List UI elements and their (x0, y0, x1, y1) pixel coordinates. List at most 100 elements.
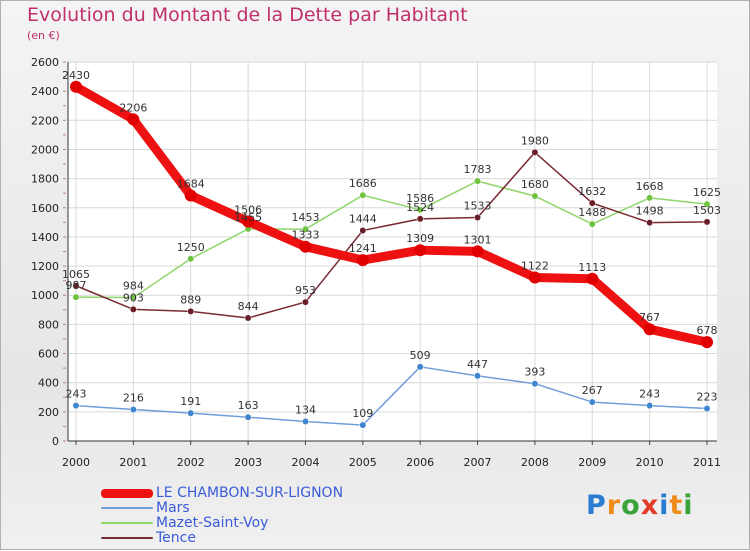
axes: 0 200 400 600 800 1000 1200 1400 1600 1800 2000 220… (31, 56, 721, 469)
data-point (646, 194, 654, 202)
data-point (531, 148, 539, 156)
data-label: 267 (582, 384, 603, 397)
data-label: 1455 (234, 211, 262, 224)
data-label: 1524 (406, 201, 434, 214)
legend-label: LE CHAMBON-SUR-LIGNON (156, 485, 344, 501)
x-tick-label: 2009 (578, 456, 606, 469)
data-point (184, 189, 197, 202)
data-point (414, 244, 427, 257)
data-label: 844 (238, 300, 259, 313)
data-label: 1113 (578, 261, 606, 274)
data-point (70, 80, 82, 93)
data-label: 1309 (406, 232, 434, 245)
data-label: 1488 (578, 206, 606, 219)
data-point (701, 336, 713, 349)
series-line (71, 82, 712, 347)
data-point (643, 323, 656, 336)
chart-unit-label: (en €) (27, 29, 60, 42)
data-point (474, 372, 481, 380)
legend-swatch (101, 522, 153, 524)
data-point (646, 219, 654, 227)
x-tick-label: 2006 (406, 456, 434, 469)
data-label: 984 (123, 280, 144, 293)
legend-swatch (101, 537, 153, 539)
data-label: 1065 (62, 268, 90, 281)
data-point (703, 405, 711, 412)
data-label: 1684 (177, 178, 205, 191)
data-point (588, 398, 596, 406)
data-label: 903 (123, 291, 144, 304)
data-point (299, 240, 312, 253)
data-point (588, 199, 596, 207)
data-label: 1680 (521, 178, 549, 191)
data-point (703, 218, 711, 226)
legend-swatch (101, 489, 153, 498)
data-label: 953 (295, 284, 316, 297)
x-tick-label: 2010 (636, 456, 664, 469)
data-point (242, 215, 255, 228)
x-tick-label: 2005 (349, 456, 377, 469)
data-point (416, 215, 424, 223)
data-point (72, 282, 80, 290)
data-point (302, 418, 309, 425)
value-labels: 2430 2206 1684 1506 1333 1241 1309 1301 1122 1113… (62, 69, 721, 420)
data-point (129, 294, 137, 302)
x-tick-label: 2003 (234, 456, 262, 469)
data-label: 678 (697, 324, 718, 337)
data-label: 509 (410, 349, 431, 362)
data-label: 1453 (291, 211, 319, 224)
x-tick-label: 2007 (464, 456, 492, 469)
y-tick-label: 1400 (31, 231, 59, 244)
data-label: 1333 (291, 229, 319, 242)
data-point (244, 314, 252, 322)
y-tick-label: 2000 (31, 143, 59, 156)
data-point (416, 206, 424, 214)
data-label: 243 (639, 388, 660, 401)
data-label: 1686 (349, 177, 377, 190)
data-point (359, 191, 367, 199)
y-tick-label: 400 (38, 377, 59, 390)
series-line (75, 366, 708, 426)
proxiti-logo: Proxiti (586, 490, 694, 521)
series-line (75, 151, 708, 319)
data-point (187, 307, 195, 315)
grid (68, 61, 717, 442)
series (70, 80, 713, 429)
data-point (129, 305, 137, 313)
chart-title: Evolution du Montant de la Dette par Hab… (27, 4, 468, 26)
data-label: 889 (180, 293, 201, 306)
data-point (646, 402, 654, 410)
data-point (359, 227, 367, 234)
data-point (528, 271, 541, 284)
data-point (474, 214, 481, 221)
data-point (474, 177, 481, 185)
y-tick-label: 2400 (31, 85, 59, 98)
data-label: 447 (467, 358, 488, 371)
data-label: 216 (123, 392, 144, 405)
data-label: 191 (180, 395, 201, 408)
legend-swatch (101, 507, 153, 509)
y-tick-label: 200 (38, 406, 59, 419)
data-point (586, 272, 599, 285)
data-point (187, 409, 195, 417)
legend-label: Mazet-Saint-Voy (156, 515, 269, 531)
data-label: 1241 (349, 242, 377, 255)
y-tick-label: 1600 (31, 202, 59, 215)
data-label: 134 (295, 403, 316, 416)
data-label: 1250 (177, 241, 205, 254)
data-label: 987 (66, 279, 87, 292)
data-label: 1498 (636, 205, 664, 218)
data-label: 1503 (693, 204, 721, 217)
x-tick-label: 2002 (177, 456, 205, 469)
legend-label: Tence (156, 530, 196, 546)
y-tick-label: 600 (38, 348, 59, 361)
x-tick-label: 2008 (521, 456, 549, 469)
legend-label: Mars (156, 500, 190, 516)
data-point (471, 245, 484, 258)
data-label: 163 (238, 399, 259, 412)
data-label: 2430 (62, 69, 90, 82)
x-tick-label: 2001 (119, 456, 147, 469)
y-tick-label: 800 (38, 318, 59, 331)
